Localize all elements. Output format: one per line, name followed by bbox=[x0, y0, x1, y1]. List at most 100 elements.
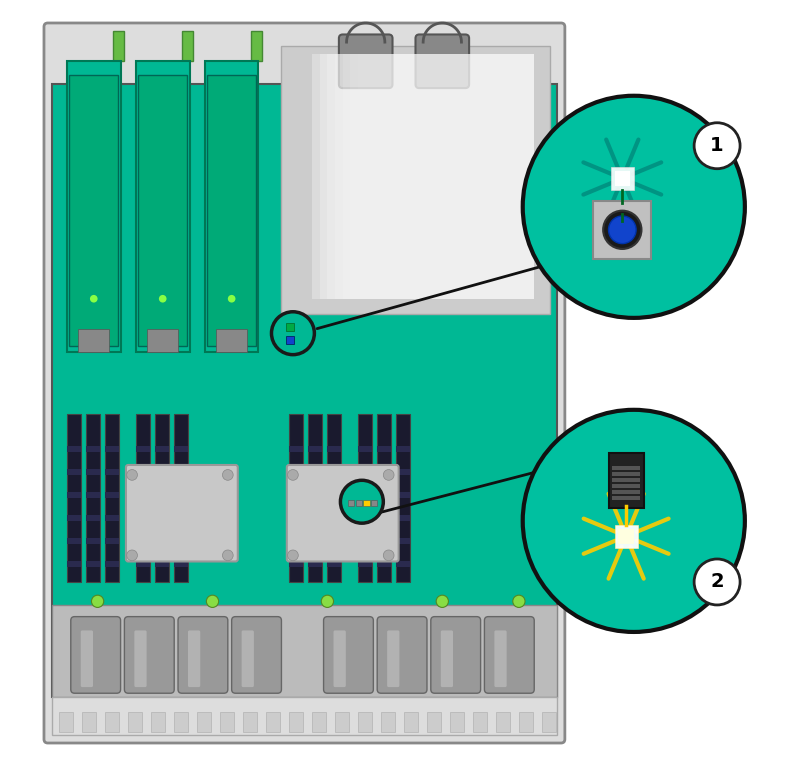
FancyBboxPatch shape bbox=[334, 630, 346, 687]
Circle shape bbox=[612, 171, 632, 189]
Circle shape bbox=[611, 169, 634, 192]
Circle shape bbox=[228, 295, 235, 303]
Circle shape bbox=[436, 595, 448, 607]
FancyBboxPatch shape bbox=[289, 515, 303, 521]
FancyBboxPatch shape bbox=[485, 617, 534, 693]
Text: 1: 1 bbox=[710, 136, 724, 155]
Circle shape bbox=[608, 166, 636, 194]
Circle shape bbox=[513, 595, 525, 607]
Circle shape bbox=[271, 312, 314, 355]
FancyBboxPatch shape bbox=[71, 617, 120, 693]
FancyBboxPatch shape bbox=[327, 561, 341, 567]
FancyBboxPatch shape bbox=[138, 75, 187, 346]
FancyBboxPatch shape bbox=[105, 446, 119, 452]
Circle shape bbox=[604, 162, 641, 198]
Circle shape bbox=[593, 151, 651, 209]
FancyBboxPatch shape bbox=[289, 469, 303, 475]
FancyBboxPatch shape bbox=[431, 617, 481, 693]
FancyBboxPatch shape bbox=[136, 414, 149, 582]
FancyBboxPatch shape bbox=[286, 336, 294, 344]
Circle shape bbox=[619, 529, 633, 544]
FancyBboxPatch shape bbox=[242, 630, 254, 687]
FancyBboxPatch shape bbox=[381, 712, 395, 732]
FancyBboxPatch shape bbox=[175, 561, 188, 567]
FancyBboxPatch shape bbox=[397, 414, 410, 582]
FancyBboxPatch shape bbox=[612, 496, 640, 500]
FancyBboxPatch shape bbox=[312, 54, 534, 299]
FancyBboxPatch shape bbox=[377, 538, 391, 544]
FancyBboxPatch shape bbox=[205, 61, 259, 352]
Circle shape bbox=[595, 153, 649, 207]
FancyBboxPatch shape bbox=[67, 414, 81, 582]
FancyBboxPatch shape bbox=[155, 446, 169, 452]
FancyBboxPatch shape bbox=[52, 605, 558, 697]
Circle shape bbox=[159, 295, 166, 303]
FancyBboxPatch shape bbox=[427, 712, 441, 732]
Circle shape bbox=[606, 164, 638, 196]
Circle shape bbox=[589, 146, 656, 214]
FancyBboxPatch shape bbox=[615, 525, 638, 548]
FancyBboxPatch shape bbox=[327, 414, 341, 582]
Circle shape bbox=[620, 177, 625, 183]
FancyBboxPatch shape bbox=[397, 446, 410, 452]
Circle shape bbox=[694, 559, 740, 605]
FancyBboxPatch shape bbox=[327, 54, 534, 299]
FancyBboxPatch shape bbox=[612, 484, 640, 488]
FancyBboxPatch shape bbox=[358, 538, 372, 544]
FancyBboxPatch shape bbox=[182, 31, 193, 61]
FancyBboxPatch shape bbox=[612, 490, 640, 494]
FancyBboxPatch shape bbox=[404, 712, 418, 732]
FancyBboxPatch shape bbox=[188, 630, 200, 687]
Circle shape bbox=[598, 155, 647, 205]
Circle shape bbox=[608, 216, 636, 244]
Circle shape bbox=[593, 502, 659, 570]
FancyBboxPatch shape bbox=[289, 414, 303, 582]
FancyBboxPatch shape bbox=[358, 414, 372, 582]
FancyBboxPatch shape bbox=[113, 31, 124, 61]
FancyBboxPatch shape bbox=[289, 538, 303, 544]
FancyBboxPatch shape bbox=[397, 469, 410, 475]
FancyBboxPatch shape bbox=[136, 61, 190, 352]
FancyBboxPatch shape bbox=[86, 515, 100, 521]
FancyBboxPatch shape bbox=[612, 466, 640, 470]
FancyBboxPatch shape bbox=[327, 515, 341, 521]
FancyBboxPatch shape bbox=[217, 329, 247, 352]
Circle shape bbox=[621, 179, 623, 181]
FancyBboxPatch shape bbox=[377, 515, 391, 521]
FancyBboxPatch shape bbox=[358, 561, 372, 567]
FancyBboxPatch shape bbox=[358, 492, 372, 498]
FancyBboxPatch shape bbox=[86, 414, 100, 582]
FancyBboxPatch shape bbox=[136, 515, 149, 521]
FancyBboxPatch shape bbox=[67, 61, 120, 352]
Circle shape bbox=[587, 145, 658, 215]
Circle shape bbox=[601, 512, 651, 561]
Circle shape bbox=[523, 410, 745, 632]
Circle shape bbox=[222, 470, 234, 480]
FancyBboxPatch shape bbox=[67, 561, 81, 567]
FancyBboxPatch shape bbox=[289, 561, 303, 567]
FancyBboxPatch shape bbox=[387, 630, 399, 687]
FancyBboxPatch shape bbox=[136, 446, 149, 452]
Circle shape bbox=[603, 211, 642, 249]
FancyBboxPatch shape bbox=[69, 75, 118, 346]
Circle shape bbox=[91, 595, 103, 607]
Circle shape bbox=[322, 595, 334, 607]
FancyBboxPatch shape bbox=[155, 492, 169, 498]
FancyBboxPatch shape bbox=[348, 500, 354, 506]
Circle shape bbox=[617, 175, 628, 185]
Circle shape bbox=[615, 172, 629, 188]
FancyBboxPatch shape bbox=[175, 469, 188, 475]
Circle shape bbox=[612, 522, 640, 550]
Circle shape bbox=[597, 507, 655, 565]
FancyBboxPatch shape bbox=[281, 46, 549, 314]
FancyBboxPatch shape bbox=[151, 712, 165, 732]
FancyBboxPatch shape bbox=[155, 538, 169, 544]
FancyBboxPatch shape bbox=[289, 446, 303, 452]
FancyBboxPatch shape bbox=[128, 712, 142, 732]
FancyBboxPatch shape bbox=[308, 561, 322, 567]
FancyBboxPatch shape bbox=[339, 34, 393, 88]
FancyBboxPatch shape bbox=[67, 446, 81, 452]
FancyBboxPatch shape bbox=[67, 538, 81, 544]
FancyBboxPatch shape bbox=[126, 465, 238, 561]
FancyBboxPatch shape bbox=[593, 201, 651, 259]
